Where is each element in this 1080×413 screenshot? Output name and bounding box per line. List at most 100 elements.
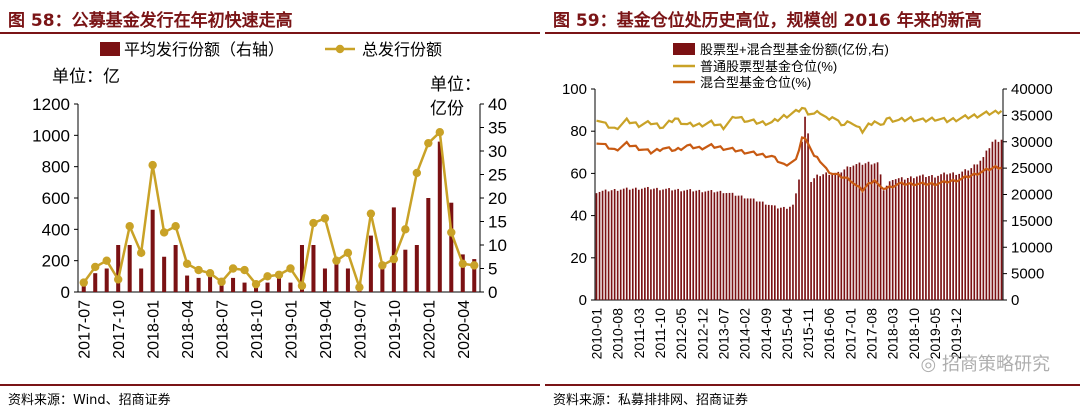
avg-issue-bar: [322, 268, 327, 292]
x-tick-label: 2019-01: [283, 300, 300, 359]
x-tick-label: 2019-07: [352, 300, 369, 359]
fund-share-bar: [668, 188, 670, 300]
total-issue-point: [79, 278, 88, 287]
fund-share-bar: [946, 174, 948, 300]
total-issue-point: [424, 138, 433, 148]
total-issue-point: [470, 261, 479, 270]
right-y-tick-label: 40: [488, 95, 507, 114]
fund-share-bar: [686, 189, 689, 300]
x-tick-label: 2011-10: [652, 308, 668, 359]
fund-share-bar: [813, 178, 815, 300]
avg-issue-bar: [127, 245, 132, 292]
left-figure-title: 图 58：公募基金发行在年初快速走高: [8, 11, 293, 31]
total-issue-point: [91, 262, 100, 272]
left-y-tick-label: 0: [579, 292, 587, 309]
fund-share-bar: [973, 164, 976, 300]
total-issue-point: [332, 256, 341, 265]
left-y-tick-label: 80: [570, 123, 587, 140]
fund-share-bar: [716, 191, 719, 300]
x-tick-label: 2014-02: [737, 308, 753, 360]
total-issue-point: [355, 283, 364, 292]
x-tick-label: 2018-04: [180, 300, 197, 359]
avg-issue-bar: [311, 245, 316, 292]
wechat-watermark: ◎ 招商策略研究: [921, 350, 1050, 376]
fund-share-bar: [767, 204, 770, 300]
fund-share-bar: [628, 189, 631, 300]
fund-share-bar: [647, 186, 649, 300]
fund-share-bar: [882, 190, 885, 300]
fund-share-bar: [991, 141, 994, 300]
total-issue-point: [458, 259, 467, 268]
fund-share-bar: [913, 178, 915, 300]
total-issue-point: [274, 270, 284, 279]
avg-issue-bar: [173, 245, 178, 292]
fund-share-bar: [903, 179, 906, 300]
x-tick-label: 2012-05: [673, 308, 689, 360]
right-y-tick-label: 5: [488, 260, 497, 279]
fund-share-bar: [952, 172, 954, 300]
fund-share-bar: [940, 174, 942, 300]
left-y-tick-label: 20: [570, 250, 587, 267]
fund-share-bar: [786, 208, 788, 300]
fund-share-bar: [922, 174, 924, 300]
right-title-rule: [545, 32, 1080, 34]
x-tick-label: 2016-06: [821, 308, 837, 360]
total-issue-point: [412, 168, 422, 178]
fund-share-bar: [816, 174, 818, 300]
fund-share-bar: [834, 172, 837, 300]
total-issue-point: [286, 264, 295, 273]
fund-share-bar: [964, 169, 967, 300]
right-y-tick-label: 25000: [1011, 160, 1053, 177]
fund-share-bar: [861, 164, 864, 300]
total-issue-point: [194, 265, 203, 275]
legend-stock-label: 普通股票型基金仓位(%): [700, 59, 837, 74]
left-source-text: 资料来源：Wind、招商证券: [8, 393, 171, 408]
fund-share-bar: [925, 177, 927, 300]
right-y-tick-label: 5000: [1011, 266, 1044, 283]
fund-share-bar: [955, 174, 957, 300]
fund-share-bar: [707, 190, 710, 300]
total-issue-point: [297, 281, 307, 290]
fund-share-bar: [671, 190, 673, 300]
right-figure-title: 图 59：基金仓位处历史高位，规模创 2016 年来的新高: [553, 11, 982, 31]
fund-share-bar: [631, 188, 634, 300]
total-issue-point: [125, 222, 134, 231]
x-tick-label: 2012-12: [694, 308, 710, 360]
x-tick-label: 2015-04: [779, 308, 795, 360]
fund-share-bar: [867, 161, 870, 300]
fund-share-bar: [982, 157, 985, 300]
fund-share-bar: [985, 150, 988, 300]
left-y-tick-label: 0: [61, 283, 70, 302]
fund-share-bar: [683, 190, 685, 300]
total-issue-point: [102, 256, 111, 265]
fund-share-bar: [798, 179, 800, 300]
fund-share-bar: [822, 174, 825, 300]
fund-share-bar: [1000, 139, 1003, 300]
total-issue-point: [251, 279, 261, 289]
total-issue-point: [389, 254, 399, 264]
legend-line-marker: [335, 44, 345, 54]
total-issue-point: [309, 218, 318, 228]
fund-share-bar: [710, 190, 713, 300]
fund-share-bar: [961, 171, 964, 300]
fund-share-bar: [970, 168, 973, 300]
fund-share-bar: [919, 175, 921, 300]
x-tick-label: 2018-07: [215, 300, 232, 359]
fund-share-bar: [870, 164, 873, 300]
fund-share-bar: [619, 189, 622, 300]
avg-issue-bar: [403, 249, 408, 292]
fund-share-bar: [622, 188, 625, 300]
x-tick-label: 2017-08: [864, 308, 880, 360]
fund-share-bar: [795, 193, 797, 300]
fund-share-bar: [843, 169, 846, 300]
fund-share-bar: [637, 189, 640, 300]
fund-share-bar: [625, 187, 628, 300]
avg-issue-bar: [368, 235, 373, 292]
fund-share-bar: [656, 187, 658, 300]
avg-issue-bar: [276, 277, 282, 292]
total-issue-point: [159, 228, 169, 237]
total-issue-point: [320, 214, 330, 223]
fund-share-bar: [780, 207, 782, 300]
right-y-tick-label: 25: [488, 166, 507, 185]
right-y-tick-label: 30000: [1011, 134, 1053, 151]
